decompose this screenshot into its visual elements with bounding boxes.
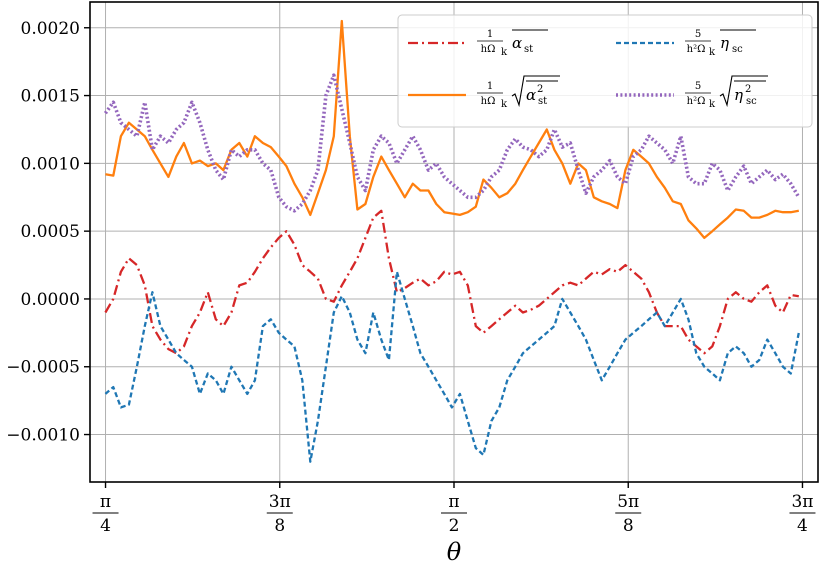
x-tick-label-numerator: 5π [617, 492, 639, 512]
legend-coef-numerator: 5 [695, 81, 701, 92]
legend-sqrt-sign [511, 75, 560, 108]
series-lines [103, 19, 801, 463]
x-tick-label-numerator: 3π [269, 492, 291, 512]
x-tick-label-denominator: 4 [100, 516, 111, 536]
x-tick-label-denominator: 2 [449, 516, 460, 536]
y-tick-label: 0.0000 [21, 290, 80, 310]
legend-coef-denominator-subscript: k [501, 99, 508, 110]
legend-symbol: η [734, 86, 743, 104]
legend-superscript: 2 [745, 84, 751, 95]
legend-subscript: sc [746, 96, 757, 107]
y-axis: 0.0020 0.0015 0.0010 0.0005 0.0000 −0.0005 −0.… [6, 19, 90, 446]
legend-subscript: sc [732, 44, 743, 55]
series-line-alpha_rms [105, 19, 799, 240]
legend-coef-denominator: h²Ω [687, 96, 706, 107]
legend-coef-numerator: 1 [487, 81, 493, 92]
legend-symbol: α [526, 86, 536, 104]
x-tick-label-denominator: 8 [623, 516, 634, 536]
legend-symbol: η [720, 34, 729, 52]
x-tick-label-numerator: 3π [791, 492, 813, 512]
y-tick-label: −0.0010 [6, 426, 80, 446]
legend-sqrt-sign [719, 75, 768, 108]
y-tick-label: 0.0015 [21, 87, 80, 107]
x-tick-label-numerator: π [100, 492, 111, 512]
legend-coef-numerator: 1 [487, 29, 493, 40]
y-tick-label: 0.0010 [21, 154, 80, 174]
series-line-eta_rms [103, 73, 801, 213]
x-tick-label-denominator: 8 [274, 516, 285, 536]
legend-symbol: α [512, 34, 522, 52]
y-tick-label: 0.0020 [21, 19, 80, 39]
series-line-eta_mean [104, 270, 800, 463]
y-tick-label: 0.0005 [21, 222, 80, 242]
x-axis: π 4 3π 8 π 2 5π 8 3π 4 [92, 482, 816, 536]
x-axis-title: θ [447, 538, 462, 566]
legend-superscript: 2 [537, 84, 543, 95]
legend-coef-denominator-subscript: k [709, 47, 716, 58]
legend-coef-denominator-subscript: k [501, 47, 508, 58]
legend-box [397, 14, 813, 128]
legend-coef-numerator: 5 [695, 29, 701, 40]
y-tick-label: −0.0005 [6, 358, 80, 378]
legend-coef-denominator: h²Ω [687, 44, 706, 55]
legend-coef-denominator: hΩ [481, 96, 496, 107]
legend-coef-denominator-subscript: k [709, 99, 716, 110]
legend-subscript: st [524, 44, 533, 55]
x-tick-label-numerator: π [448, 492, 459, 512]
legend-subscript: st [538, 96, 547, 107]
legend-coef-denominator: hΩ [481, 44, 496, 55]
series-line-alpha_mean [104, 209, 799, 355]
x-tick-label-denominator: 4 [797, 516, 808, 536]
